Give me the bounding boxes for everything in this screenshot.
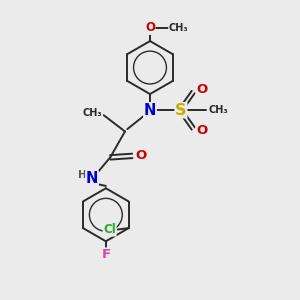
Text: O: O bbox=[196, 124, 207, 137]
Text: CH₃: CH₃ bbox=[208, 105, 228, 115]
Text: Cl: Cl bbox=[103, 223, 116, 236]
Text: N: N bbox=[86, 171, 98, 186]
Text: CH₃: CH₃ bbox=[169, 23, 188, 33]
Text: H: H bbox=[78, 170, 87, 180]
Text: CH₃: CH₃ bbox=[83, 108, 102, 118]
Text: O: O bbox=[196, 83, 207, 96]
Text: N: N bbox=[144, 103, 156, 118]
Text: O: O bbox=[145, 21, 155, 34]
Text: F: F bbox=[101, 248, 110, 261]
Text: O: O bbox=[136, 149, 147, 162]
Text: S: S bbox=[175, 103, 187, 118]
